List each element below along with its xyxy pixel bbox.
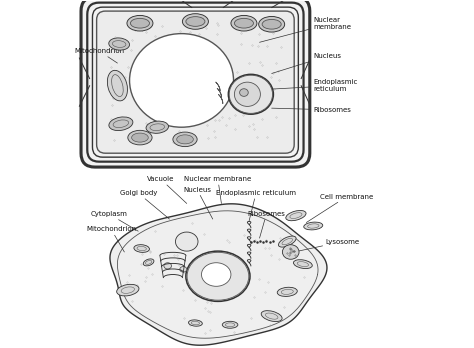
Ellipse shape — [128, 130, 152, 145]
Text: Lysosome: Lysosome — [294, 239, 359, 252]
FancyBboxPatch shape — [97, 11, 294, 153]
Text: Cell membrane: Cell membrane — [306, 193, 374, 222]
Ellipse shape — [143, 259, 154, 266]
FancyBboxPatch shape — [81, 0, 310, 167]
Ellipse shape — [189, 320, 202, 326]
Polygon shape — [110, 204, 327, 345]
Ellipse shape — [177, 135, 193, 144]
Ellipse shape — [182, 14, 209, 29]
Text: Golgi body: Golgi body — [119, 190, 169, 219]
Ellipse shape — [109, 38, 129, 50]
Text: Nucleus: Nucleus — [183, 187, 213, 219]
Text: Vacuole: Vacuole — [147, 176, 187, 204]
Ellipse shape — [129, 34, 234, 127]
Ellipse shape — [304, 222, 323, 230]
Ellipse shape — [235, 82, 260, 106]
Ellipse shape — [108, 70, 128, 101]
Text: Ribosomes: Ribosomes — [272, 107, 351, 113]
Ellipse shape — [134, 245, 149, 252]
Ellipse shape — [180, 267, 187, 272]
Text: Mitochondrion: Mitochondrion — [86, 227, 137, 252]
Ellipse shape — [127, 15, 153, 31]
Text: Mitochondrion: Mitochondrion — [74, 48, 124, 63]
Ellipse shape — [293, 260, 312, 269]
Ellipse shape — [231, 15, 257, 31]
Text: Endoplasmic
reticulum: Endoplasmic reticulum — [272, 79, 357, 92]
Text: Nuclear membrane: Nuclear membrane — [184, 176, 252, 204]
Ellipse shape — [262, 19, 281, 29]
Ellipse shape — [228, 74, 273, 114]
Ellipse shape — [259, 16, 285, 32]
Ellipse shape — [173, 132, 197, 147]
Ellipse shape — [286, 211, 306, 221]
Text: Nuclear
membrane: Nuclear membrane — [260, 17, 351, 42]
Ellipse shape — [222, 321, 238, 328]
Text: Endoplasmic reticulum: Endoplasmic reticulum — [216, 190, 296, 221]
Ellipse shape — [278, 236, 296, 247]
Ellipse shape — [132, 133, 148, 142]
Ellipse shape — [235, 18, 254, 28]
Ellipse shape — [186, 251, 250, 301]
Text: Ribosomes: Ribosomes — [247, 211, 285, 238]
Ellipse shape — [117, 284, 139, 296]
Ellipse shape — [283, 245, 299, 259]
Ellipse shape — [261, 311, 282, 322]
Ellipse shape — [175, 232, 198, 251]
Ellipse shape — [146, 121, 169, 133]
Ellipse shape — [239, 89, 248, 96]
Ellipse shape — [130, 18, 149, 28]
Text: Cytoplasm: Cytoplasm — [91, 211, 138, 231]
Ellipse shape — [201, 263, 231, 286]
Ellipse shape — [164, 263, 172, 269]
Ellipse shape — [277, 287, 297, 296]
Text: Nucleus: Nucleus — [272, 53, 341, 73]
Ellipse shape — [109, 117, 133, 130]
Ellipse shape — [186, 17, 205, 26]
